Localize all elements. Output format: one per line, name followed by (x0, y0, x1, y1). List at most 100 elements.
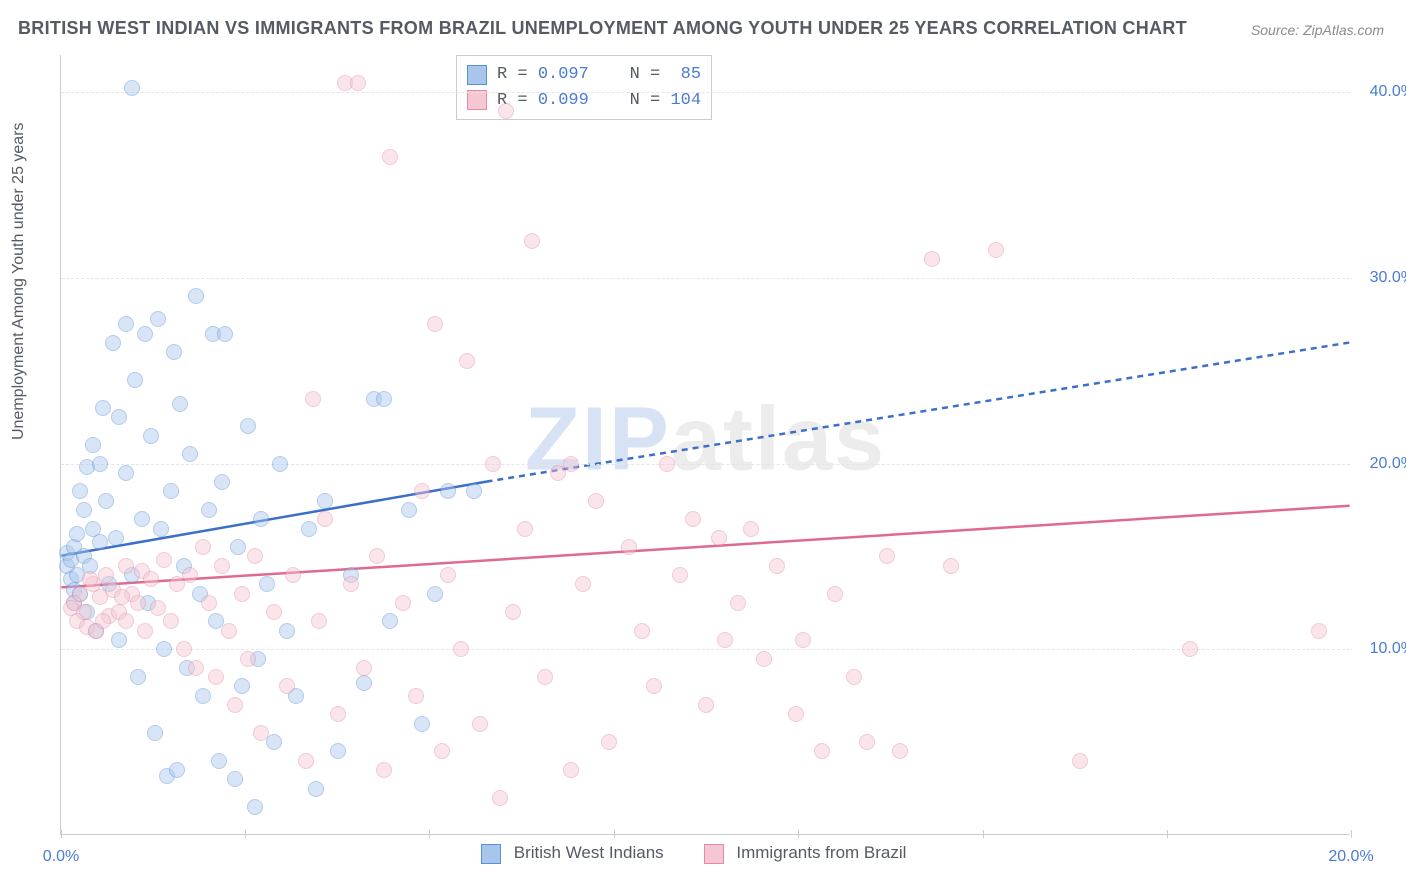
scatter-point (105, 335, 121, 351)
scatter-point (492, 790, 508, 806)
scatter-point (114, 589, 130, 605)
scatter-point (846, 669, 862, 685)
scatter-point (537, 669, 553, 685)
scatter-point (72, 483, 88, 499)
x-tick-label: 0.0% (43, 848, 79, 866)
scatter-point (1182, 641, 1198, 657)
x-tick (798, 830, 799, 838)
scatter-point (743, 521, 759, 537)
scatter-point (563, 456, 579, 472)
scatter-point (211, 753, 227, 769)
scatter-point (308, 781, 324, 797)
scatter-point (356, 675, 372, 691)
scatter-point (601, 734, 617, 750)
scatter-point (350, 75, 366, 91)
scatter-point (621, 539, 637, 555)
scatter-point (118, 558, 134, 574)
x-tick-label: 20.0% (1328, 848, 1373, 866)
scatter-point (485, 456, 501, 472)
watermark: ZIPatlas (525, 388, 886, 491)
scatter-point (124, 80, 140, 96)
scatter-point (127, 372, 143, 388)
scatter-point (69, 526, 85, 542)
scatter-point (150, 600, 166, 616)
scatter-point (659, 456, 675, 472)
scatter-point (150, 311, 166, 327)
scatter-point (879, 548, 895, 564)
scatter-point (247, 548, 263, 564)
scatter-point (195, 539, 211, 555)
scatter-point (234, 586, 250, 602)
scatter-point (118, 613, 134, 629)
scatter-point (108, 530, 124, 546)
scatter-point (330, 706, 346, 722)
scatter-point (163, 483, 179, 499)
stats-row-bwi: R = 0.097 N = 85 (467, 62, 701, 88)
scatter-point (427, 316, 443, 332)
scatter-point (376, 391, 392, 407)
scatter-point (369, 548, 385, 564)
scatter-point (330, 743, 346, 759)
scatter-point (98, 567, 114, 583)
scatter-point (279, 623, 295, 639)
x-tick (614, 830, 615, 838)
legend-label-bwi: British West Indians (514, 843, 664, 862)
scatter-point (169, 762, 185, 778)
scatter-point (98, 493, 114, 509)
scatter-point (427, 586, 443, 602)
scatter-point (459, 353, 475, 369)
scatter-point (472, 716, 488, 732)
scatter-point (247, 799, 263, 815)
scatter-point (298, 753, 314, 769)
scatter-point (166, 344, 182, 360)
gridline (61, 92, 1350, 93)
scatter-point (95, 400, 111, 416)
scatter-point (118, 316, 134, 332)
scatter-point (285, 567, 301, 583)
scatter-point (234, 678, 250, 694)
scatter-point (63, 600, 79, 616)
scatter-point (672, 567, 688, 583)
scatter-point (214, 474, 230, 490)
scatter-point (182, 446, 198, 462)
scatter-point (137, 326, 153, 342)
scatter-point (95, 613, 111, 629)
scatter-point (395, 595, 411, 611)
x-tick (1167, 830, 1168, 838)
scatter-point (440, 567, 456, 583)
correlation-chart: BRITISH WEST INDIAN VS IMMIGRANTS FROM B… (0, 0, 1406, 892)
gridline (61, 278, 1350, 279)
y-tick-label: 20.0% (1370, 455, 1406, 473)
y-tick-label: 40.0% (1370, 83, 1406, 101)
legend-swatch-brazil (704, 844, 724, 864)
scatter-point (563, 762, 579, 778)
scatter-point (147, 725, 163, 741)
scatter-point (730, 595, 746, 611)
scatter-point (769, 558, 785, 574)
scatter-point (137, 623, 153, 639)
scatter-point (195, 688, 211, 704)
scatter-point (279, 678, 295, 694)
x-tick (1351, 830, 1352, 838)
scatter-point (217, 326, 233, 342)
scatter-point (943, 558, 959, 574)
scatter-point (143, 571, 159, 587)
scatter-point (343, 576, 359, 592)
scatter-point (227, 771, 243, 787)
scatter-point (163, 613, 179, 629)
scatter-point (156, 552, 172, 568)
scatter-point (240, 651, 256, 667)
scatter-point (82, 571, 98, 587)
stats-legend: R = 0.097 N = 85 R = 0.099 N = 104 (456, 55, 712, 120)
scatter-point (92, 534, 108, 550)
legend-swatch-bwi (481, 844, 501, 864)
scatter-point (111, 632, 127, 648)
y-axis-label: Unemployment Among Youth under 25 years (10, 122, 28, 440)
swatch-brazil (467, 90, 487, 110)
scatter-point (382, 613, 398, 629)
y-tick-label: 10.0% (1370, 640, 1406, 658)
scatter-point (92, 456, 108, 472)
legend-item-bwi: British West Indians (481, 843, 664, 864)
scatter-point (795, 632, 811, 648)
scatter-point (305, 391, 321, 407)
